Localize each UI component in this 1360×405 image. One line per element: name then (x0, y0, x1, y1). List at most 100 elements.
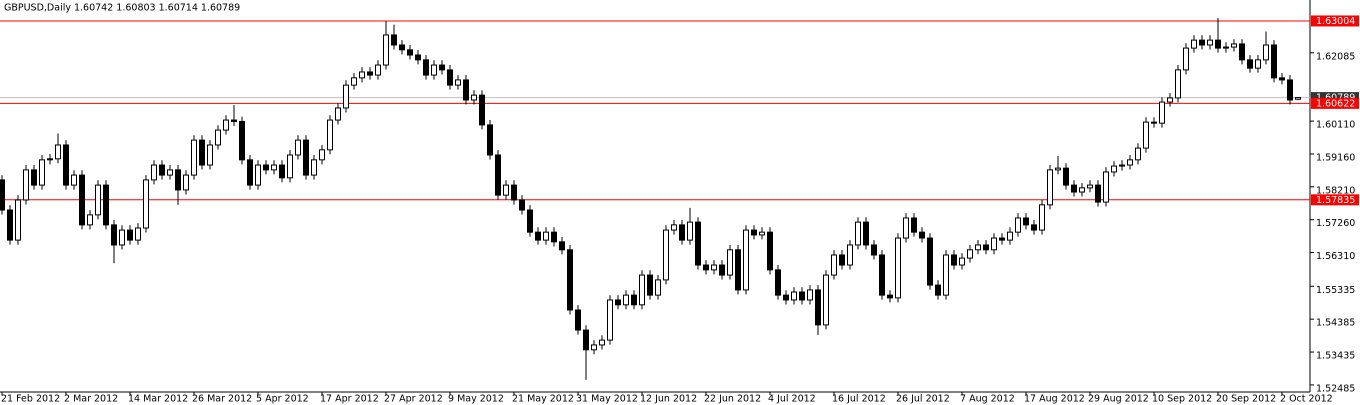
candle-body (623, 294, 629, 306)
candle-body (895, 237, 901, 299)
candle-body (1287, 79, 1293, 101)
candle-body (719, 264, 725, 276)
x-tick-label: 17 Apr 2012 (320, 394, 379, 405)
candle-body (55, 144, 61, 160)
candle-body (1127, 159, 1133, 166)
candle-body (127, 229, 133, 241)
candle-body (655, 279, 661, 296)
candle-body (415, 54, 421, 61)
candle-body (1031, 224, 1037, 231)
candle-body (639, 274, 645, 306)
candle-body (1047, 169, 1053, 206)
candle-body (511, 184, 517, 201)
candle-body (159, 164, 165, 176)
candle-body (1015, 217, 1021, 233)
candle-body (1255, 59, 1261, 69)
candle-body (7, 209, 13, 241)
y-tick-label: 1.52485 (1316, 383, 1355, 394)
x-tick-label: 29 Aug 2012 (1088, 394, 1149, 405)
candle-body (1087, 184, 1093, 189)
candle-body (431, 64, 437, 76)
candle-body (1159, 101, 1165, 124)
candle-body (391, 34, 397, 46)
x-tick-label: 20 Sep 2012 (1216, 394, 1276, 405)
candle-body (695, 221, 701, 266)
candle-body (1063, 167, 1069, 186)
candle-body (1167, 97, 1173, 103)
y-tick-label: 1.53435 (1316, 351, 1355, 362)
candle-body (375, 64, 381, 76)
candle-body (1039, 204, 1045, 231)
candle-body (239, 120, 245, 161)
y-tick-label: 1.62085 (1316, 51, 1355, 62)
candle-body (951, 254, 957, 266)
candle-body (87, 214, 93, 226)
candle-body (367, 71, 373, 76)
chart-title: GBPUSD,Daily 1.60742 1.60803 1.60714 1.6… (4, 3, 240, 14)
candle-body (1023, 217, 1029, 226)
x-tick-label: 2 Oct 2012 (1280, 394, 1333, 405)
candle-body (1119, 164, 1125, 167)
y-tick-label: 1.57260 (1316, 218, 1355, 229)
x-tick-label: 31 May 2012 (576, 394, 638, 405)
candle-body (111, 224, 117, 246)
candle-body (671, 224, 677, 231)
candle-body (1247, 59, 1253, 69)
candle-body (399, 44, 405, 51)
candle-body (311, 159, 317, 176)
candle-body (1223, 46, 1229, 49)
candle-body (175, 169, 181, 191)
candle-body (631, 294, 637, 306)
x-tick-label: 5 Apr 2012 (256, 394, 309, 405)
candle-body (583, 329, 589, 351)
level-label-box (1311, 194, 1359, 206)
candle-body (823, 274, 829, 326)
y-tick-label: 1.56310 (1316, 251, 1355, 262)
candle-body (959, 257, 965, 266)
candle-body (287, 154, 293, 179)
candle-body (119, 229, 125, 246)
candle-body (455, 79, 461, 86)
candle-body (775, 269, 781, 296)
candle-body (543, 231, 549, 241)
candle-body (855, 221, 861, 246)
x-tick-label: 21 May 2012 (512, 394, 574, 405)
candle-body (295, 139, 301, 156)
candle-body (1183, 47, 1189, 71)
x-tick-label: 16 Jul 2012 (832, 394, 886, 405)
x-tick-label: 4 Jul 2012 (768, 394, 816, 405)
candle-body (0, 179, 5, 211)
candle-body (471, 94, 477, 101)
candle-body (439, 64, 445, 71)
level-label-box (1311, 92, 1359, 104)
candle-body (911, 217, 917, 233)
candle-body (879, 254, 885, 296)
candle-body (1103, 171, 1109, 203)
candle-body (335, 107, 341, 121)
candle-body (1207, 39, 1213, 46)
candle-body (927, 237, 933, 286)
x-tick-label: 12 Jun 2012 (640, 394, 697, 405)
candle-body (575, 309, 581, 331)
candle-body (759, 231, 765, 236)
candle-body (47, 158, 53, 161)
candle-body (151, 164, 157, 181)
candle-body (1135, 147, 1141, 161)
candle-body (359, 71, 365, 79)
candle-body (559, 241, 565, 251)
candle-body (95, 184, 101, 216)
candle-body (887, 294, 893, 299)
candle-body (567, 249, 573, 311)
candle-body (319, 149, 325, 161)
x-tick-label: 7 Aug 2012 (960, 394, 1015, 405)
candle-body (199, 139, 205, 166)
x-tick-label: 27 Apr 2012 (384, 394, 443, 405)
y-tick-label: 1.58210 (1316, 185, 1355, 196)
candle-body (103, 184, 109, 226)
candle-body (247, 159, 253, 186)
candle-body (783, 294, 789, 301)
candle-body (255, 164, 261, 186)
candle-body (183, 174, 189, 191)
candle-body (1239, 43, 1245, 61)
